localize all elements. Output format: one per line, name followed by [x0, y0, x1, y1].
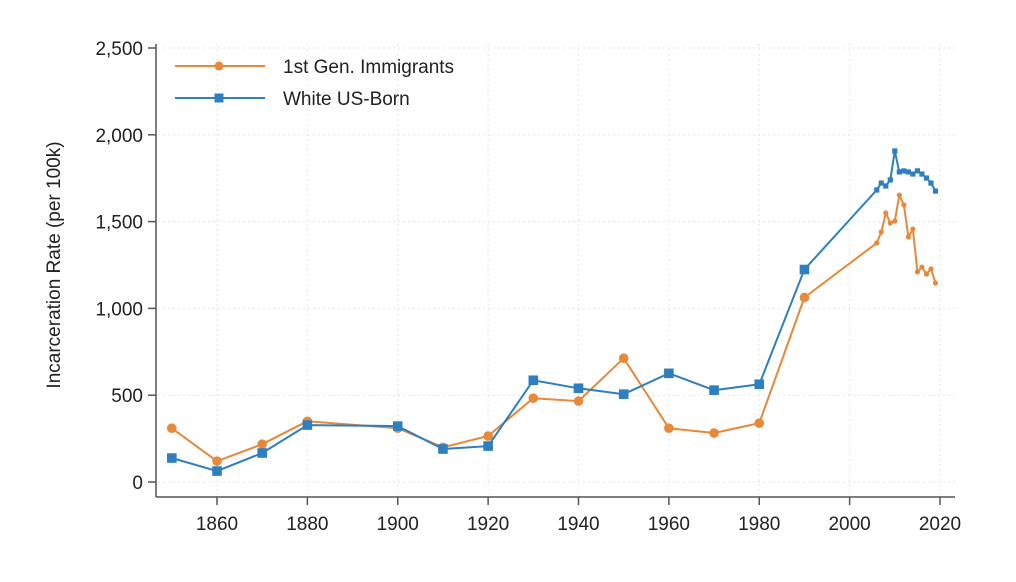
data-point: [664, 423, 674, 433]
series-immigrants: [167, 192, 939, 466]
data-point: [896, 192, 902, 198]
data-point: [483, 441, 493, 451]
data-point: [167, 423, 177, 433]
data-point: [709, 385, 719, 395]
legend-item: White US-Born: [175, 89, 410, 110]
data-point: [302, 420, 313, 430]
y-ticks: 0 500 1,000 1,500 2,000 2,500: [95, 39, 156, 494]
x-tick-label: 1960: [648, 514, 690, 535]
legend-marker: [214, 61, 224, 71]
x-tick-label: 1880: [286, 514, 328, 535]
data-point: [901, 202, 907, 208]
data-point: [878, 229, 884, 235]
data-point: [910, 226, 916, 232]
data-point: [618, 389, 629, 399]
data-point: [874, 187, 880, 193]
series-line: [171, 194, 937, 463]
data-point: [257, 439, 267, 449]
y-tick-label: 2,000: [95, 126, 143, 147]
legend-label: 1st Gen. Immigrants: [283, 57, 454, 78]
data-point: [887, 220, 893, 226]
data-point: [573, 396, 584, 406]
data-point: [914, 168, 921, 174]
legend-label: White US-Born: [283, 89, 410, 110]
x-tick-label: 1980: [738, 514, 780, 535]
data-point: [883, 183, 889, 189]
legend-item: 1st Gen. Immigrants: [175, 57, 454, 78]
data-point: [618, 353, 629, 364]
data-point: [664, 368, 674, 379]
axes: [155, 44, 955, 498]
data-point: [212, 466, 222, 476]
x-tick-label: 1900: [377, 514, 419, 535]
data-point: [923, 175, 930, 181]
data-point: [910, 171, 916, 177]
data-point: [528, 393, 539, 403]
data-point: [392, 421, 403, 431]
y-tick-label: 500: [111, 386, 143, 407]
data-point: [932, 280, 939, 286]
data-point: [892, 148, 898, 154]
data-point: [919, 171, 925, 177]
series-line: [171, 149, 937, 473]
x-tick-label: 2020: [919, 514, 961, 535]
data-point: [896, 169, 902, 175]
grid-lines: [158, 44, 955, 495]
data-point: [167, 453, 177, 463]
data-point: [905, 234, 911, 240]
data-point: [257, 448, 267, 458]
legend: 1st Gen. Immigrants White US-Born: [175, 57, 454, 110]
data-point: [905, 169, 911, 175]
x-tick-label: 1860: [196, 514, 238, 535]
y-tick-label: 1,000: [95, 299, 143, 320]
data-point: [901, 168, 907, 174]
x-tick-label: 2000: [828, 514, 870, 535]
data-point: [709, 428, 719, 438]
data-point: [754, 418, 765, 428]
data-point: [928, 266, 934, 272]
data-point: [438, 444, 448, 454]
data-point: [883, 210, 889, 216]
data-point: [932, 188, 939, 194]
series-white-us-born: [167, 148, 939, 476]
x-tick-label: 1940: [557, 514, 599, 535]
y-axis-title: Incarceration Rate (per 100k): [44, 141, 65, 388]
data-point: [799, 292, 810, 303]
data-point: [928, 180, 934, 186]
data-point: [878, 180, 884, 186]
data-point: [923, 271, 930, 277]
data-point: [887, 177, 893, 183]
y-tick-label: 0: [132, 473, 143, 494]
data-point: [483, 431, 493, 441]
data-point: [892, 218, 898, 224]
series-group: [167, 148, 939, 476]
data-point: [874, 240, 880, 246]
y-tick-label: 1,500: [95, 213, 143, 234]
legend-marker: [214, 93, 224, 103]
data-point: [799, 264, 810, 275]
data-point: [919, 264, 925, 270]
data-point: [914, 269, 921, 275]
data-point: [573, 383, 584, 394]
x-ticks: 1860 1880 1900 1920 1940 1960 1980 2000 2020: [196, 497, 961, 535]
data-point: [754, 379, 765, 390]
data-point: [528, 375, 539, 386]
y-tick-label: 2,500: [95, 39, 143, 60]
x-tick-label: 1920: [467, 514, 509, 535]
data-point: [212, 456, 222, 466]
